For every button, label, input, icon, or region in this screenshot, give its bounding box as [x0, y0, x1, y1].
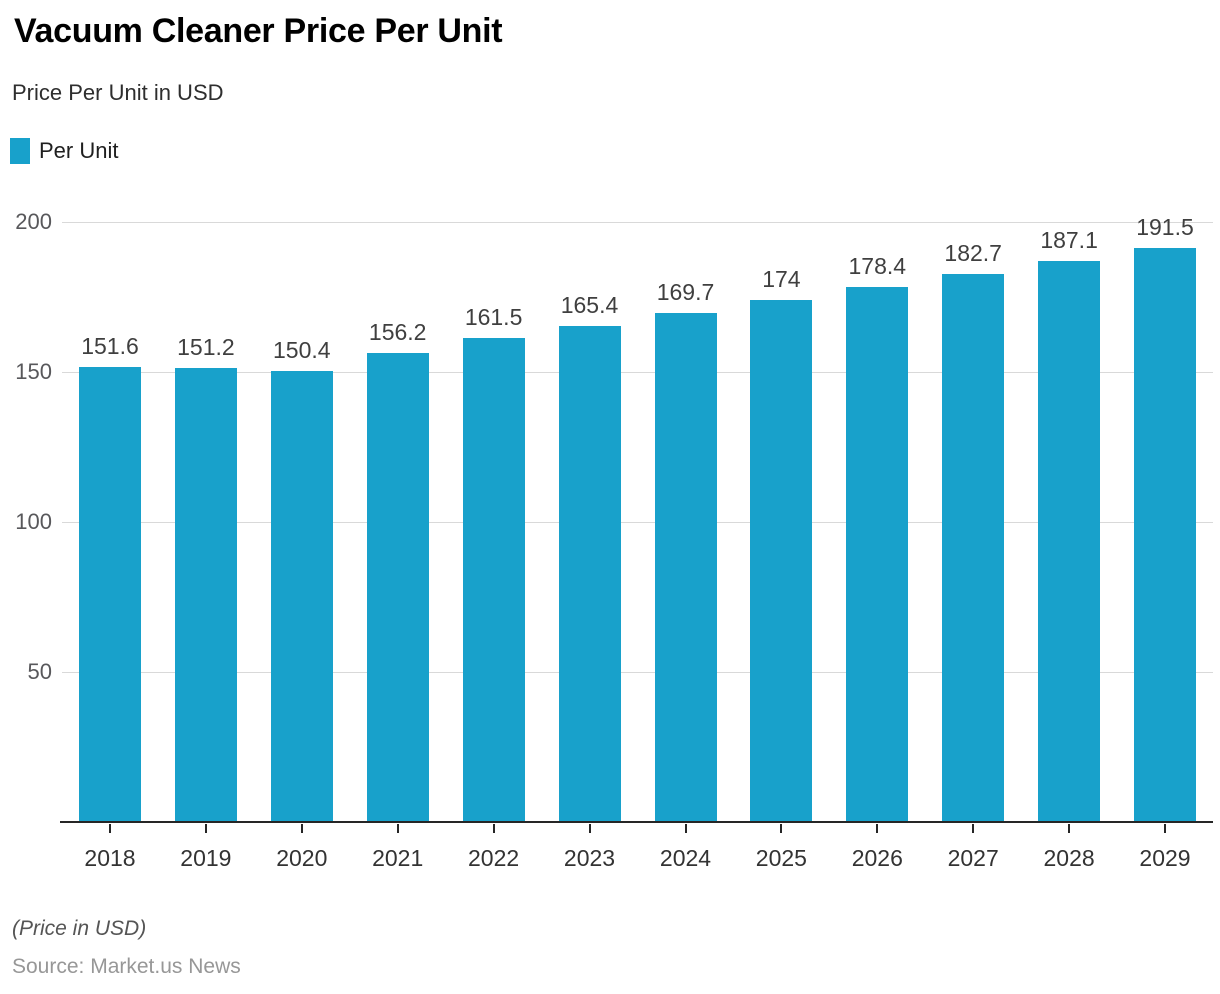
x-axis-line [60, 821, 1213, 823]
gridline-50 [62, 672, 1213, 673]
x-tick-2018 [109, 824, 111, 833]
bar-2021[interactable] [366, 353, 429, 822]
x-tick-2019 [204, 824, 207, 833]
x-tick-2029 [1164, 824, 1166, 833]
x-tick-2023 [588, 824, 591, 833]
y-axis-label-50: 50 [27, 659, 52, 684]
y-axis-label-200: 200 [15, 209, 52, 234]
x-axis-label-2025: 2025 [755, 845, 807, 871]
value-label-2021: 156.2 [368, 319, 427, 346]
value-label-2026: 178.4 [848, 252, 907, 279]
y-axis-label-150: 150 [15, 359, 52, 384]
x-tick-2021 [396, 824, 399, 833]
x-axis-label-2018: 2018 [84, 845, 136, 871]
x-tick-2027 [972, 824, 975, 833]
bar-2027[interactable] [942, 273, 1005, 822]
y-axis-label-100: 100 [15, 509, 52, 534]
value-label-2027: 182.7 [944, 239, 1002, 266]
x-axis-label-2024: 2024 [659, 845, 712, 871]
value-label-2029: 191.5 [1136, 213, 1194, 240]
bar-2023[interactable] [558, 325, 621, 822]
x-axis-label-2020: 2020 [276, 845, 328, 871]
value-label-2023: 165.4 [560, 291, 619, 318]
legend-item-per-unit[interactable]: Per Unit [10, 138, 118, 164]
price-unit-footnote: (Price in USD) [12, 917, 147, 940]
x-tick-2020 [300, 824, 303, 833]
x-tick-2028 [1068, 824, 1071, 833]
bar-2025[interactable] [750, 300, 813, 822]
legend-swatch-icon [10, 138, 30, 164]
gridline-200 [62, 222, 1213, 223]
x-tick-2024 [684, 824, 687, 833]
value-label-2020: 150.4 [273, 336, 331, 363]
source-credit: Source: Market.us News [12, 955, 241, 978]
x-axis-label-2019: 2019 [180, 845, 232, 871]
bar-2026[interactable] [846, 286, 909, 822]
x-axis-label-2028: 2028 [1043, 845, 1095, 871]
x-axis-label-2023: 2023 [563, 845, 616, 871]
value-label-2022: 161.5 [464, 303, 523, 330]
value-label-2024: 169.7 [656, 278, 715, 305]
chart-title: Vacuum Cleaner Price Per Unit [14, 12, 503, 50]
chart-subtitle: Price Per Unit in USD [12, 80, 224, 105]
bar-2029[interactable] [1134, 247, 1196, 822]
bar-2019[interactable] [174, 368, 237, 822]
bar-2022[interactable] [462, 337, 525, 822]
bar-2024[interactable] [654, 312, 717, 822]
x-axis-label-2027: 2027 [947, 845, 999, 871]
bar-2028[interactable] [1038, 260, 1101, 822]
gridline-150 [62, 372, 1213, 373]
legend-label: Per Unit [39, 138, 119, 163]
value-label-2019: 151.2 [177, 334, 235, 361]
x-axis-label-2022: 2022 [468, 845, 520, 871]
value-label-2025: 174 [762, 266, 801, 292]
gridline-100 [62, 522, 1213, 523]
x-axis-label-2021: 2021 [372, 845, 424, 871]
x-axis-label-2026: 2026 [851, 845, 903, 871]
x-axis-label-2029: 2029 [1139, 845, 1191, 871]
x-tick-2022 [492, 824, 495, 833]
bar-2018[interactable] [79, 367, 141, 822]
value-label-2018: 151.6 [81, 333, 139, 360]
value-label-2028: 187.1 [1040, 226, 1098, 253]
bar-2020[interactable] [270, 370, 333, 822]
x-tick-2025 [780, 824, 783, 833]
x-tick-2026 [876, 824, 879, 833]
